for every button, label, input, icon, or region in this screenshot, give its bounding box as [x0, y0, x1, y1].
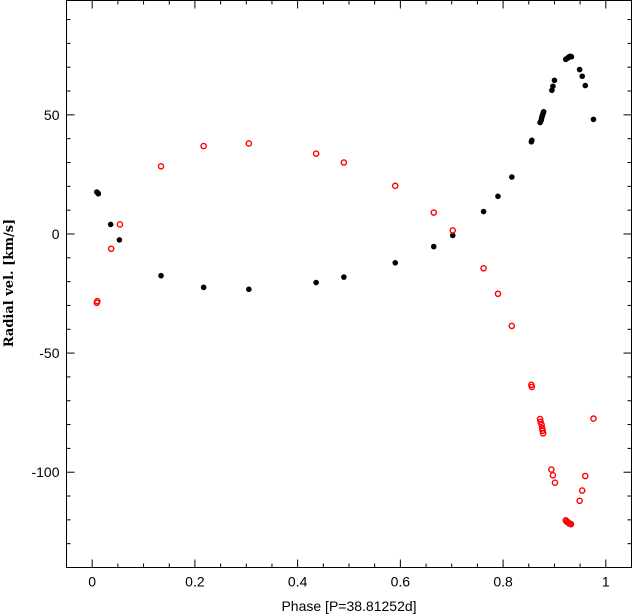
data-point-open	[538, 421, 545, 429]
y-tick-label: 50	[44, 107, 60, 123]
data-point-filled	[449, 232, 456, 239]
tick-labels: 0 0.2 0.4 0.6 0.8 1 -100 -50 0 50	[31, 107, 609, 590]
data-point-filled	[509, 174, 515, 180]
data-point-filled	[480, 208, 487, 215]
data-point-open	[528, 383, 536, 391]
axis-ticks	[66, 0, 632, 568]
data-point-open	[312, 150, 320, 157]
data-point-filled	[200, 284, 207, 291]
data-point-open	[548, 466, 555, 473]
data-point-open	[245, 140, 253, 147]
series-0	[94, 53, 597, 293]
x-tick-label: 0.6	[391, 574, 411, 590]
x-tick-label: 0.2	[185, 574, 205, 590]
data-point-filled	[576, 66, 583, 73]
data-point-open	[539, 430, 547, 437]
data-point-open	[494, 290, 502, 298]
data-point-filled	[551, 77, 558, 84]
data-point-open	[581, 472, 589, 480]
x-tick-label: 1	[602, 574, 610, 590]
data-point-open	[549, 472, 557, 479]
x-tick-label: 0.8	[493, 574, 513, 590]
data-point-filled	[95, 190, 102, 197]
data-point-open	[539, 427, 546, 435]
data-point-filled	[246, 286, 252, 293]
data-point-filled	[568, 53, 575, 60]
y-tick-label: -100	[31, 464, 59, 480]
data-point-open	[449, 227, 457, 234]
x-tick-label: 0.4	[288, 574, 308, 590]
y-axis-title: Radial vel. [km/s]	[2, 219, 17, 347]
data-point-filled	[341, 274, 347, 280]
data-point-filled	[313, 279, 319, 286]
data-point-open	[430, 209, 438, 216]
data-point-open	[391, 182, 399, 190]
data-point-open	[576, 497, 583, 505]
data-point-filled	[116, 237, 123, 243]
data-point-open	[94, 297, 101, 305]
data-point-open	[157, 163, 165, 170]
data-point-filled	[550, 83, 556, 90]
data-point-filled	[430, 243, 437, 250]
data-point-filled	[107, 221, 114, 228]
data-point-open	[340, 159, 348, 166]
y-tick-label: -50	[39, 345, 59, 361]
series-1	[93, 140, 597, 528]
data-point-filled	[495, 193, 501, 200]
data-point-open	[567, 520, 575, 528]
data-point-open	[590, 415, 597, 422]
data-point-open	[508, 322, 516, 330]
data-point-filled	[579, 73, 585, 80]
y-tick-label: 0	[52, 226, 60, 242]
x-axis-title: Phase [P=38.81252d]	[281, 598, 416, 614]
data-point-open	[551, 479, 559, 486]
data-point-open	[480, 264, 487, 272]
plot-frame	[66, 0, 632, 568]
data-point-filled	[590, 116, 597, 123]
data-point-open	[578, 487, 586, 494]
x-tick-label: 0	[88, 574, 96, 590]
data-point-filled	[158, 272, 164, 279]
data-point-filled	[582, 82, 589, 89]
data-point-filled	[529, 137, 535, 144]
data-point-open	[200, 142, 207, 150]
data-point-filled	[540, 108, 547, 115]
data-point-open	[107, 245, 115, 253]
data-series	[93, 53, 597, 528]
data-point-open	[116, 221, 124, 228]
data-point-open	[536, 415, 544, 423]
data-point-filled	[392, 259, 399, 266]
